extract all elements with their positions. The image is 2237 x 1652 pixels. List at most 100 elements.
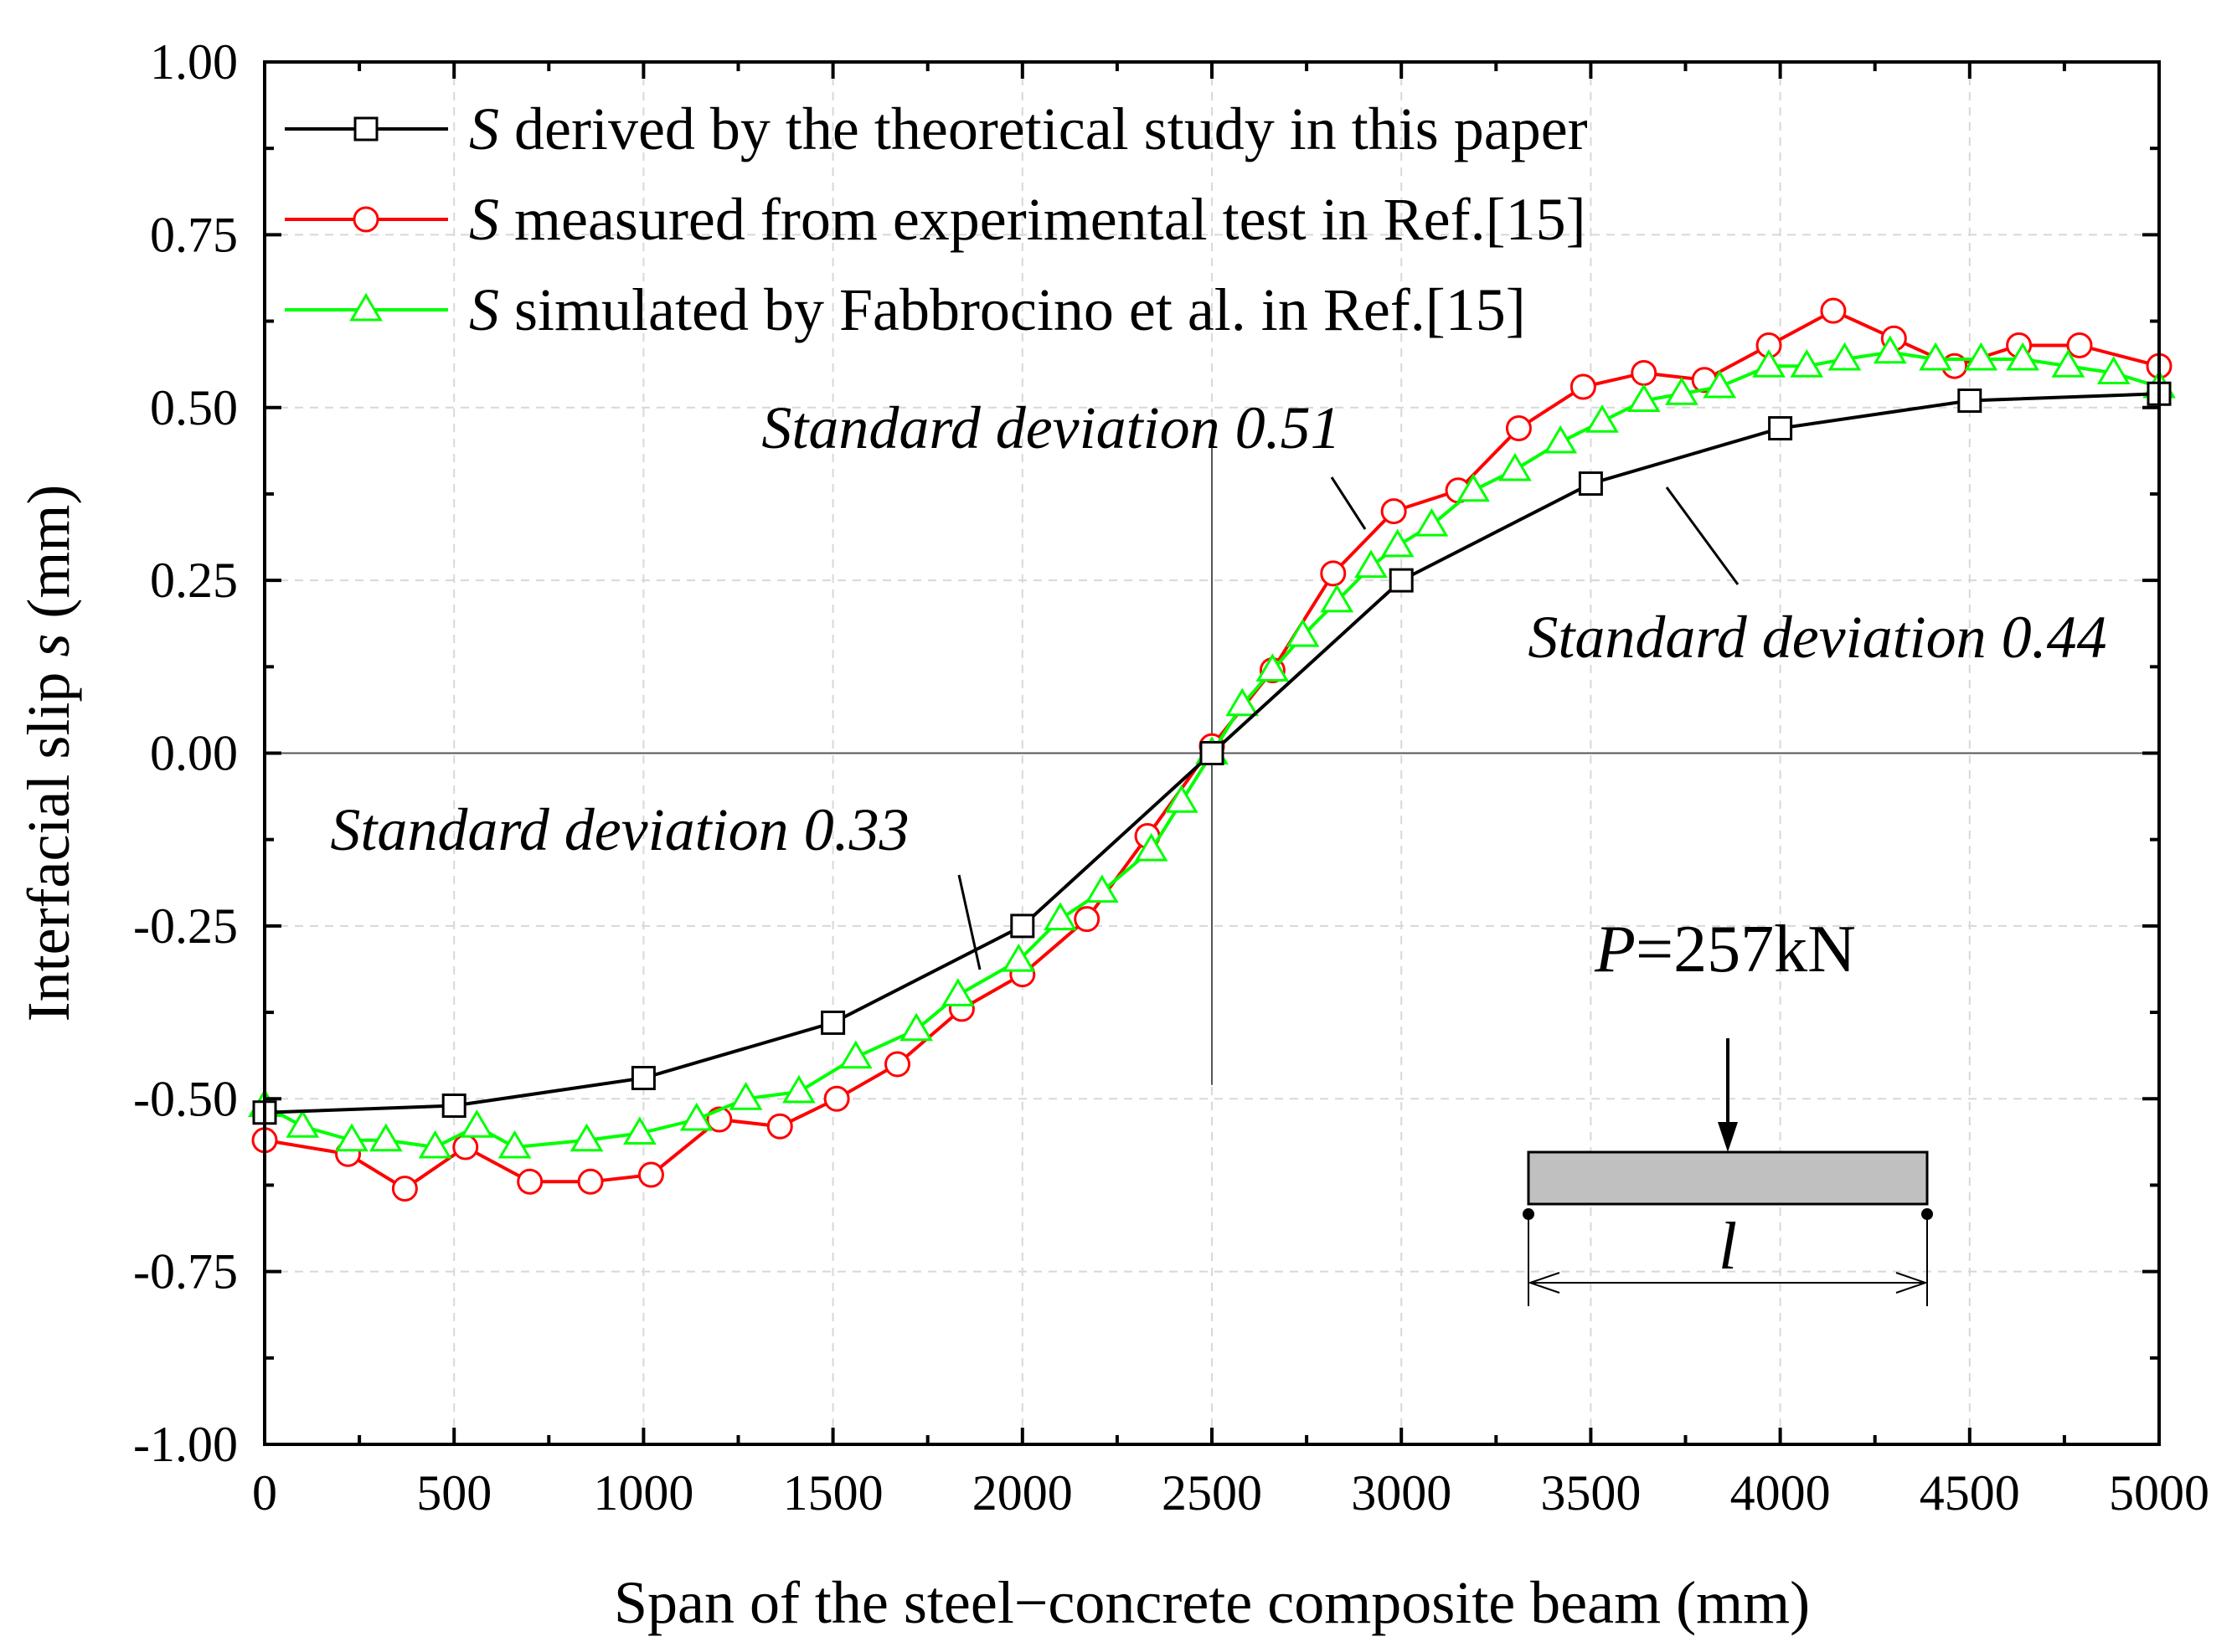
data-point [1631, 359, 1657, 386]
data-point [766, 1113, 793, 1140]
x-tick-label: 1500 [783, 1465, 884, 1521]
legend-symbol: S [469, 186, 499, 253]
data-point [1389, 568, 1414, 593]
data-point [1415, 507, 1449, 537]
legend-item: S derived by the theoretical study in th… [285, 95, 1588, 162]
legend-label: S simulated by Fabbrocino et al. in Ref.… [469, 276, 1526, 343]
x-tick-label: 4500 [1920, 1465, 2020, 1521]
data-point [1957, 388, 1982, 413]
x-tick-label: 3000 [1351, 1465, 1451, 1521]
annotation-leader [1665, 486, 1740, 585]
data-point [1544, 425, 1578, 454]
x-tick-label: 0 [252, 1465, 277, 1521]
data-point [1199, 741, 1224, 765]
load-value: =257kN [1636, 913, 1856, 986]
annotation-leader [1330, 476, 1367, 530]
data-point [637, 1161, 664, 1188]
data-point [782, 1074, 816, 1104]
beam-inset: P=257kN l [1523, 913, 1933, 1306]
data-point [1164, 785, 1198, 813]
right-support-icon [1921, 1208, 1933, 1220]
data-point [1354, 549, 1388, 579]
y-axis-title-variable: s [15, 634, 82, 657]
legend-name: measured from experimental test in Ref.[… [499, 186, 1586, 253]
data-point [821, 1010, 846, 1035]
data-point [729, 1082, 763, 1110]
x-tick-label: 2000 [972, 1465, 1073, 1521]
data-point [369, 1123, 403, 1152]
data-point [1498, 452, 1532, 481]
data-point [335, 1123, 369, 1152]
annotation-leader [957, 874, 982, 970]
data-point [838, 1040, 873, 1069]
data-point [460, 1109, 494, 1138]
data-point [1505, 415, 1532, 442]
data-point [1703, 369, 1737, 399]
data-point [1380, 528, 1415, 558]
data-point [1255, 653, 1290, 682]
data-point [1085, 874, 1119, 903]
y-axis-title: Interfacial slip s (mm) [15, 485, 82, 1022]
data-point [899, 1012, 934, 1042]
grid-lines [265, 62, 2159, 1444]
data-point [1790, 349, 1824, 378]
data-point [2006, 342, 2040, 371]
data-point [2096, 356, 2131, 384]
x-axis-title: Span of the steel−concrete composite bea… [614, 1569, 1810, 1636]
y-axis-title-prefix: Interfacial slip [15, 657, 82, 1022]
y-tick-label: -0.50 [133, 1071, 238, 1126]
axes: 0 500 1000 1500 2000 2500 3000 3500 4000 4500 5000… [133, 34, 2209, 1521]
y-tick-label: 1.00 [150, 34, 238, 90]
legend-label: S derived by the theoretical study in th… [469, 95, 1588, 162]
left-support-icon [1523, 1208, 1534, 1220]
data-point [1873, 335, 1907, 364]
data-point [1074, 906, 1100, 933]
x-tick-label: 500 [416, 1465, 492, 1521]
y-axis-title-suffix: (mm) [15, 485, 82, 634]
legend-swatch-marker [349, 292, 383, 322]
data-point [2051, 349, 2085, 378]
data-point [1964, 342, 1998, 371]
data-point [418, 1130, 452, 1159]
dim-arrow-right-icon [1895, 1272, 1929, 1294]
data-point [2066, 332, 2093, 358]
legend-name: simulated by Fabbrocino et al. in Ref.[1… [499, 276, 1526, 343]
std-annotation: Standard deviation 0.44 [1528, 486, 2107, 671]
data-point [517, 1168, 544, 1195]
data-point [1044, 902, 1077, 931]
load-symbol: P [1594, 913, 1636, 986]
legend-symbol: S [469, 95, 499, 162]
y-tick-label: 0.75 [150, 207, 238, 262]
load-label: P=257kN [1594, 913, 1856, 986]
data-point [1002, 943, 1036, 972]
legend-symbol: S [469, 276, 499, 343]
data-point [823, 1085, 850, 1112]
x-tick-label: 1000 [593, 1465, 693, 1521]
y-tick-label: 0.00 [150, 726, 238, 781]
annotation-text: Standard deviation 0.51 [761, 394, 1340, 461]
data-point [679, 1102, 714, 1131]
beam-body [1527, 1150, 1929, 1206]
legend-item: S simulated by Fabbrocino et al. in Ref.… [285, 276, 1526, 343]
x-tick-label: 2500 [1162, 1465, 1262, 1521]
data-point [631, 1065, 656, 1090]
y-tick-label: -0.25 [133, 898, 238, 954]
annotations: Standard deviation 0.51 Standard deviatio… [330, 394, 2107, 970]
dim-arrow-left-icon [1527, 1272, 1560, 1294]
data-point [1134, 832, 1168, 862]
data-point [286, 1109, 320, 1138]
legend-swatch-marker [353, 116, 379, 142]
data-point [1585, 404, 1619, 433]
data-point [1320, 560, 1347, 587]
std-annotation: Standard deviation 0.33 [330, 796, 982, 970]
legend-item: S measured from experimental test in Ref… [285, 186, 1586, 253]
data-point [1320, 584, 1354, 613]
data-point [884, 1051, 911, 1078]
series-square [252, 381, 2172, 1125]
y-tick-label: -0.75 [133, 1244, 238, 1299]
legend-swatch-marker [353, 206, 379, 233]
x-tick-label: 5000 [2109, 1465, 2209, 1521]
annotation-text: Standard deviation 0.44 [1528, 604, 2106, 671]
data-point [622, 1116, 657, 1145]
